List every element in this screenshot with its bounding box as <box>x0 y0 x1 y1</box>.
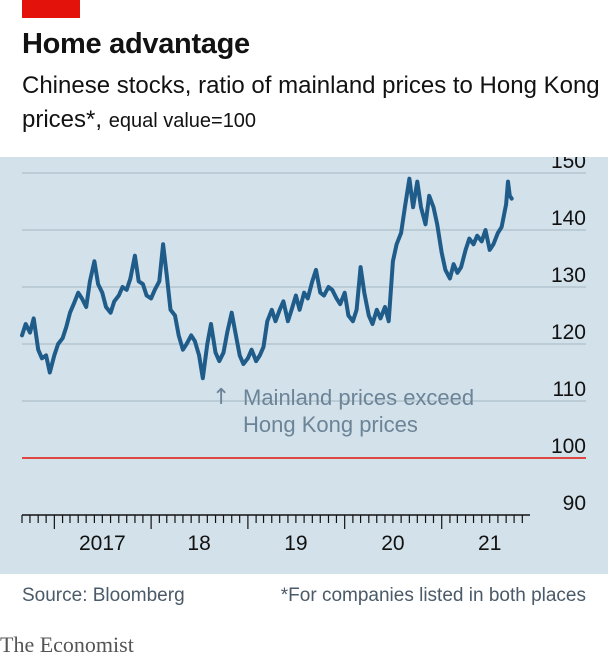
subtitle-unit: equal value=100 <box>108 110 257 132</box>
y-tick-label: 90 <box>563 492 586 515</box>
y-tick-label: 100 <box>551 435 586 458</box>
chart-subtitle: Chinese stocks, ratio of mainland prices… <box>22 69 602 138</box>
x-tick-label: 19 <box>284 532 307 555</box>
chart-panel <box>0 157 608 574</box>
y-tick-label: 110 <box>553 378 586 401</box>
annotation-text: Mainland prices exceed <box>243 385 474 410</box>
y-tick-label: 140 <box>551 207 586 230</box>
x-tick-label: 20 <box>381 532 404 555</box>
annotation-text: Hong Kong prices <box>243 412 418 437</box>
y-tick-label: 120 <box>551 321 586 344</box>
x-tick-label: 2017 <box>79 532 126 555</box>
annotation-arrow: ↑ <box>212 385 230 410</box>
source-note: Source: Bloomberg <box>22 585 185 606</box>
footnote: *For companies listed in both places <box>280 585 586 606</box>
line-chart: 90 100 110 120 130 140 150 ↑ Mainland prices exc… <box>20 157 586 555</box>
brand-tag <box>22 0 80 18</box>
y-tick-label: 150 <box>551 157 586 173</box>
x-tick-label: 21 <box>478 532 501 555</box>
y-tick-label: 130 <box>551 264 586 287</box>
brand-logo: The Economist <box>0 632 134 657</box>
series-line <box>20 176 514 381</box>
chart-title: Home advantage <box>22 28 250 60</box>
subtitle-main: Chinese stocks, ratio of mainland prices… <box>22 72 600 133</box>
x-tick-label: 18 <box>187 532 210 555</box>
